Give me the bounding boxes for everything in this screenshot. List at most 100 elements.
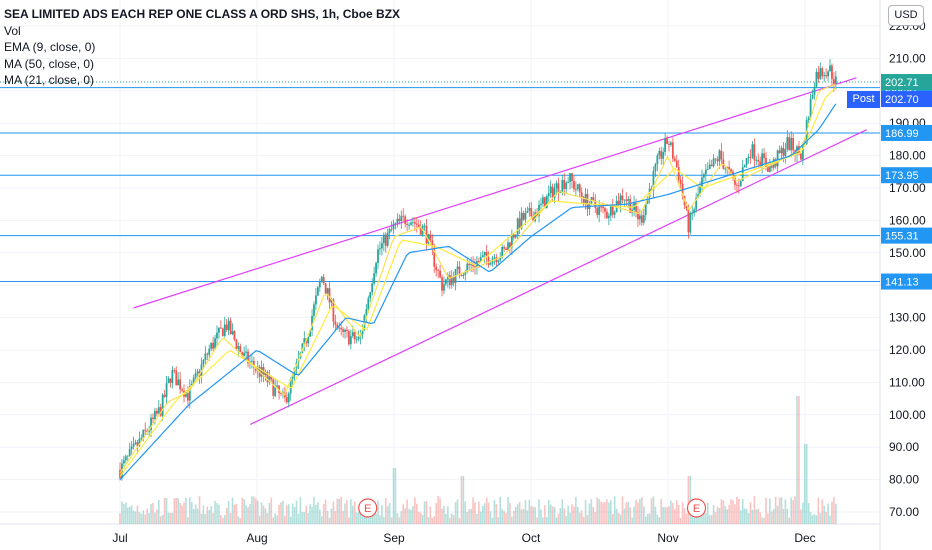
- volume-bar: [809, 512, 812, 524]
- volume-bar: [520, 509, 523, 524]
- legend-ma21[interactable]: MA (21, close, 0): [4, 73, 95, 87]
- legend-ema[interactable]: EMA (9, close, 0): [4, 40, 96, 54]
- volume-bar: [121, 501, 123, 524]
- candle-body: [124, 456, 127, 461]
- candle-body: [322, 276, 325, 284]
- candle-body: [188, 386, 191, 401]
- volume-bar: [299, 497, 302, 524]
- candle-body: [270, 376, 273, 380]
- volume-bar: [596, 497, 599, 524]
- candle-body: [332, 299, 335, 322]
- volume-bar: [383, 517, 385, 524]
- volume-bar: [714, 512, 717, 524]
- volume-bar: [549, 504, 552, 524]
- volume-bar: [670, 500, 672, 524]
- volume-bar: [545, 517, 548, 524]
- candle-body: [481, 255, 484, 258]
- volume-bar: [196, 508, 199, 524]
- volume-bar: [278, 504, 280, 524]
- volume-bar: [823, 505, 825, 524]
- candle-body: [186, 392, 189, 401]
- volume-bar: [161, 514, 164, 524]
- candle-body: [679, 179, 682, 184]
- volume-bar: [468, 509, 470, 524]
- candle-body: [315, 295, 317, 305]
- volume-bar: [355, 512, 358, 524]
- candle-body: [685, 205, 688, 209]
- channel-line: [249, 129, 867, 426]
- candle-body: [561, 179, 564, 193]
- candle-body: [778, 150, 781, 154]
- candle-body: [604, 208, 606, 212]
- legend-vol[interactable]: Vol: [4, 23, 21, 38]
- candle-body: [745, 157, 748, 165]
- volume-bar: [454, 502, 457, 524]
- candle-body: [289, 378, 292, 394]
- legend-ma50[interactable]: MA (50, close, 0): [4, 56, 95, 71]
- candle-body: [161, 394, 164, 416]
- candle-body: [728, 167, 731, 170]
- currency-button[interactable]: USD: [888, 5, 924, 26]
- candle-body: [221, 328, 224, 336]
- volume-bar: [586, 515, 589, 524]
- ema9-line: [119, 83, 837, 474]
- volume-bar: [429, 506, 432, 524]
- volume-bar: [317, 502, 319, 524]
- volume-bar: [743, 508, 746, 524]
- candle-body: [701, 177, 703, 187]
- candle-body: [757, 159, 760, 162]
- x-tick-label: Jul: [112, 531, 127, 545]
- volume-bar: [703, 509, 705, 524]
- y-tick-label: 180.00: [889, 149, 926, 163]
- volume-bar: [177, 498, 179, 524]
- candle-body: [377, 249, 379, 264]
- volume-bar: [309, 504, 311, 524]
- volume-bar: [557, 513, 560, 524]
- x-tick-label: Sep: [383, 531, 405, 545]
- volume-bar: [247, 507, 249, 524]
- volume-bar: [363, 515, 366, 524]
- candle-body: [668, 143, 670, 145]
- candle-body: [553, 188, 556, 199]
- candle-body: [710, 164, 713, 167]
- candle-body: [338, 327, 341, 329]
- volume-bar: [359, 505, 362, 524]
- volume-bar: [672, 503, 674, 524]
- volume-bar: [157, 499, 160, 524]
- candle-body: [501, 247, 504, 258]
- volume-bar: [635, 499, 637, 524]
- candle-body: [695, 197, 698, 210]
- candle-body: [150, 417, 152, 430]
- candle-body: [656, 155, 659, 165]
- candle-body: [311, 315, 313, 331]
- volume-bar: [784, 499, 787, 524]
- candle-body: [567, 182, 570, 183]
- volume-bar: [658, 517, 661, 524]
- candle-body: [144, 429, 147, 431]
- volume-bar: [805, 444, 808, 524]
- volume-bar: [163, 497, 166, 524]
- volume-bar: [156, 509, 158, 524]
- volume-bar: [386, 506, 389, 524]
- candle-body: [749, 157, 752, 158]
- channel-lines: [133, 77, 867, 426]
- volume-bar: [648, 513, 651, 524]
- candle-body: [264, 371, 267, 376]
- candle-body: [739, 181, 742, 187]
- volume-bar: [772, 509, 775, 524]
- volume-bar: [786, 508, 789, 524]
- candles: [119, 59, 837, 481]
- volume-bar: [328, 517, 331, 524]
- volume-bar: [379, 515, 381, 524]
- candle-body: [233, 331, 236, 340]
- y-tick-label: 80.00: [889, 473, 919, 487]
- candle-body: [239, 346, 242, 353]
- volume-bar: [289, 516, 292, 524]
- volume-bar: [629, 507, 631, 524]
- candle-body: [474, 266, 476, 268]
- volume-bar: [765, 497, 767, 524]
- candle-body: [155, 410, 158, 414]
- volume-bar: [320, 516, 323, 524]
- candle-body: [479, 257, 482, 262]
